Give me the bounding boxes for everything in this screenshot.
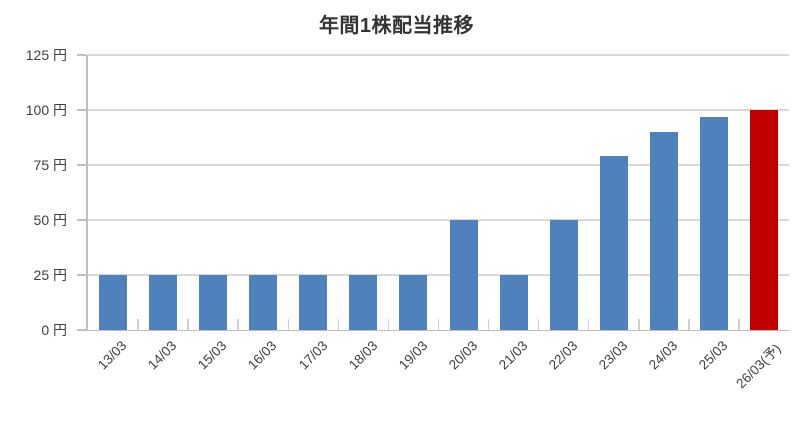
bar-20/03 bbox=[449, 220, 478, 330]
x-axis-label: 26/03(予) bbox=[733, 340, 784, 392]
x-axis-label: 13/03 bbox=[95, 338, 130, 373]
bar-21/03 bbox=[499, 275, 528, 330]
x-axis-tick bbox=[688, 319, 690, 330]
gridline bbox=[88, 274, 789, 276]
x-axis-label: 14/03 bbox=[145, 338, 180, 373]
y-axis-label: 50 円 bbox=[33, 212, 67, 228]
bar-24/03 bbox=[649, 132, 678, 330]
y-axis-label: 100 円 bbox=[25, 102, 67, 118]
x-axis-label: 16/03 bbox=[245, 338, 280, 373]
bar-15/03 bbox=[199, 275, 228, 330]
bar-25/03 bbox=[699, 116, 728, 330]
y-axis-line bbox=[86, 55, 88, 331]
y-axis-tick bbox=[77, 54, 86, 56]
x-axis-tick bbox=[738, 319, 740, 330]
x-axis-tick bbox=[287, 319, 290, 330]
y-axis-tick bbox=[77, 329, 86, 331]
bar-16/03 bbox=[249, 275, 278, 330]
x-axis-label: 18/03 bbox=[345, 338, 381, 373]
gridline bbox=[88, 109, 789, 111]
gridline bbox=[88, 54, 789, 56]
plot-area bbox=[88, 54, 789, 330]
x-axis-line bbox=[86, 329, 789, 331]
x-axis-label: 15/03 bbox=[195, 338, 230, 373]
x-axis-label: 23/03 bbox=[595, 338, 631, 373]
y-axis-label: 125 円 bbox=[25, 47, 67, 63]
y-axis-tick bbox=[77, 219, 86, 221]
chart-title: 年間1株配当推移 bbox=[318, 15, 475, 37]
x-axis-tick bbox=[537, 319, 540, 330]
x-axis-tick bbox=[387, 319, 390, 330]
y-axis-tick bbox=[77, 164, 86, 166]
x-axis-tick bbox=[437, 319, 440, 330]
x-axis-label: 19/03 bbox=[395, 338, 431, 373]
x-axis-label: 21/03 bbox=[495, 338, 531, 373]
bar-17/03 bbox=[299, 275, 328, 330]
bar-14/03 bbox=[149, 275, 178, 330]
x-axis-tick bbox=[587, 319, 590, 330]
bar-18/03 bbox=[349, 275, 378, 330]
bar-22/03 bbox=[549, 220, 578, 330]
y-axis-label: 75 円 bbox=[33, 157, 67, 173]
bar-26/03(予) bbox=[749, 110, 778, 330]
gridline bbox=[88, 219, 789, 221]
y-axis-tick bbox=[77, 109, 86, 111]
y-axis-label: 25 円 bbox=[33, 267, 67, 283]
bar-13/03 bbox=[99, 275, 128, 330]
y-axis-tick bbox=[77, 274, 86, 276]
x-axis-tick bbox=[638, 319, 640, 330]
x-axis-tick bbox=[187, 319, 189, 330]
x-axis-label: 20/03 bbox=[445, 338, 481, 373]
bar-19/03 bbox=[399, 275, 428, 330]
bar-23/03 bbox=[599, 156, 628, 330]
x-axis-tick bbox=[137, 319, 139, 330]
x-axis-label: 24/03 bbox=[645, 338, 681, 373]
x-axis-label: 22/03 bbox=[545, 338, 581, 373]
x-axis-label: 25/03 bbox=[696, 338, 731, 373]
x-axis-tick bbox=[237, 319, 239, 330]
gridline bbox=[88, 164, 789, 166]
x-axis-tick bbox=[487, 319, 490, 330]
y-axis-label: 0 円 bbox=[41, 322, 67, 338]
x-axis-tick bbox=[337, 319, 340, 330]
x-axis-label: 17/03 bbox=[295, 338, 330, 373]
